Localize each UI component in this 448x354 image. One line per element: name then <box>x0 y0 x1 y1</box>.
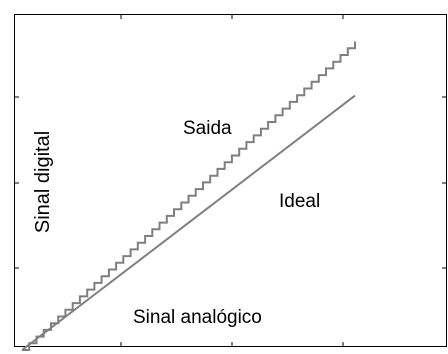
axis-ticks <box>14 14 447 347</box>
series-label-saida: Saida <box>183 118 232 139</box>
plot-frame <box>14 14 447 347</box>
x-axis-label: Sinal analógico <box>133 307 262 328</box>
series-label-ideal: Ideal <box>279 191 320 212</box>
series-line-ideal <box>21 94 356 351</box>
series-line-saida <box>22 41 356 351</box>
series-layer <box>21 41 356 351</box>
y-axis-label: Sinal digital <box>32 131 54 233</box>
